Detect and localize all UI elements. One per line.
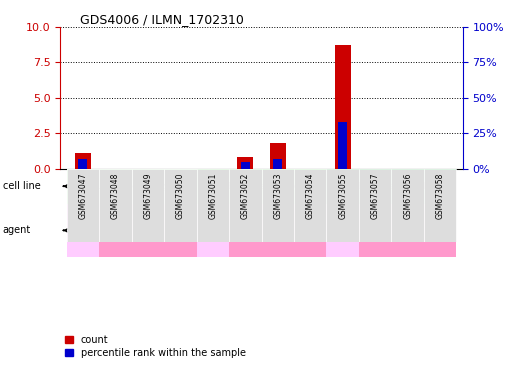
Bar xyxy=(424,204,457,257)
Text: GSM673058: GSM673058 xyxy=(436,173,445,219)
Bar xyxy=(338,122,347,169)
Text: control: control xyxy=(202,228,224,233)
Text: decitabi
ne: decitabi ne xyxy=(103,225,128,236)
Text: decitabi
ne and
panobin
ostat: decitabi ne and panobin ostat xyxy=(167,219,193,242)
Text: decitabi
ne: decitabi ne xyxy=(233,225,258,236)
Bar xyxy=(424,169,457,242)
Bar xyxy=(335,45,351,169)
Bar xyxy=(132,169,164,242)
Bar xyxy=(270,143,286,169)
Bar xyxy=(326,169,457,204)
Text: panobin
ostat: panobin ostat xyxy=(265,225,290,236)
Text: GDS4006 / ILMN_1702310: GDS4006 / ILMN_1702310 xyxy=(81,13,244,26)
Bar xyxy=(99,169,132,242)
Bar xyxy=(99,204,132,257)
Text: decitabi
ne and
panobin
ostat: decitabi ne and panobin ostat xyxy=(427,219,453,242)
Text: GSM673049: GSM673049 xyxy=(143,173,152,219)
Text: decitabi
ne: decitabi ne xyxy=(362,225,388,236)
Text: agent: agent xyxy=(3,225,31,235)
Text: decitabi
ne and
panobin
ostat: decitabi ne and panobin ostat xyxy=(298,219,323,242)
Text: panobin
ostat: panobin ostat xyxy=(395,225,420,236)
Text: DLBCL line OCI-Ly1: DLBCL line OCI-Ly1 xyxy=(89,182,175,191)
Bar xyxy=(66,204,99,257)
Text: GSM673047: GSM673047 xyxy=(78,173,87,219)
Bar xyxy=(132,204,164,257)
Bar xyxy=(326,204,359,257)
Text: GSM673051: GSM673051 xyxy=(208,173,217,219)
Text: GSM673055: GSM673055 xyxy=(338,173,347,219)
Text: GSM673057: GSM673057 xyxy=(371,173,380,219)
Bar xyxy=(294,169,326,242)
Text: DLBCL line Su-DHL6: DLBCL line Su-DHL6 xyxy=(346,182,437,191)
Legend: count, percentile rank within the sample: count, percentile rank within the sample xyxy=(65,335,246,358)
Text: GSM673050: GSM673050 xyxy=(176,173,185,219)
Text: GSM673056: GSM673056 xyxy=(403,173,412,219)
Bar xyxy=(391,169,424,242)
Bar xyxy=(391,204,424,257)
Bar xyxy=(241,162,249,169)
Text: control: control xyxy=(332,228,354,233)
Bar xyxy=(326,169,359,242)
Text: cell line: cell line xyxy=(3,181,40,191)
Bar xyxy=(197,204,229,257)
Text: GSM673048: GSM673048 xyxy=(111,173,120,219)
Bar xyxy=(197,169,229,242)
Text: GSM673052: GSM673052 xyxy=(241,173,250,219)
Bar xyxy=(66,169,99,242)
Bar xyxy=(294,204,326,257)
Text: GSM673053: GSM673053 xyxy=(273,173,282,219)
Bar xyxy=(229,204,262,257)
Bar xyxy=(164,169,197,242)
Bar xyxy=(197,169,326,204)
Bar xyxy=(229,169,262,242)
Bar xyxy=(66,169,197,204)
Bar xyxy=(274,159,282,169)
Bar xyxy=(262,204,294,257)
Bar xyxy=(75,153,91,169)
Bar xyxy=(262,169,294,242)
Bar xyxy=(237,157,253,169)
Bar xyxy=(359,204,391,257)
Bar xyxy=(359,169,391,242)
Bar xyxy=(164,204,197,257)
Text: control: control xyxy=(72,228,94,233)
Text: panobin
ostat: panobin ostat xyxy=(135,225,161,236)
Text: GSM673054: GSM673054 xyxy=(306,173,315,219)
Bar xyxy=(78,159,87,169)
Text: DLBCL line OCI-Ly10: DLBCL line OCI-Ly10 xyxy=(215,182,308,191)
